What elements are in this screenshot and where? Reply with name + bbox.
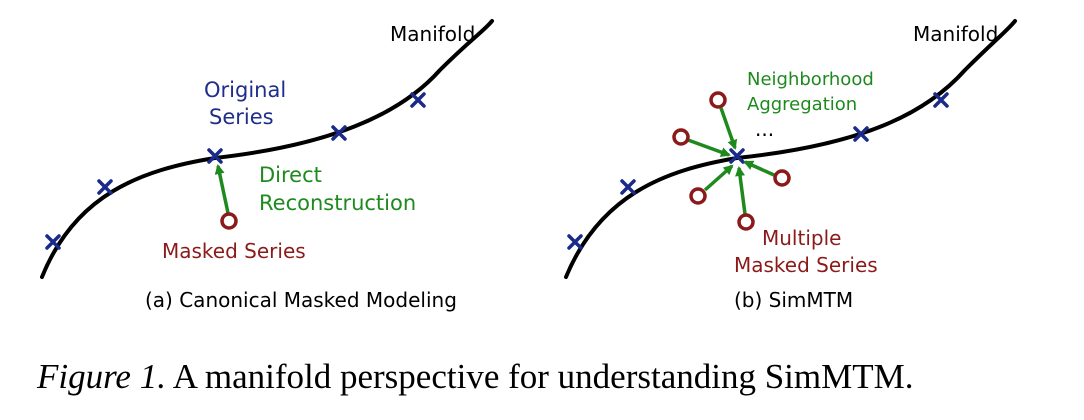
aggregation-arrow — [719, 107, 738, 150]
neighborhood-label-line2: Aggregation — [747, 94, 857, 115]
aggregation-arrow — [703, 164, 734, 192]
masked-series-point — [737, 213, 755, 231]
aggregation-arrow — [735, 166, 747, 215]
multiple-masked-label-line2: Masked Series — [734, 253, 878, 277]
neighborhood-arrows — [687, 107, 775, 215]
neighborhood-label-line1: Neighborhood — [747, 69, 874, 90]
x-marker — [933, 92, 949, 108]
series-x-markers-a — [45, 92, 426, 250]
panel-b: Manifold Neighborhood Aggregation ... Mu… — [564, 19, 1017, 312]
x-marker — [620, 179, 636, 195]
x-marker — [97, 179, 113, 195]
masked-series-label: Masked Series — [162, 239, 306, 263]
series-x-markers-b — [567, 92, 949, 250]
subcaption-a: (a) Canonical Masked Modeling — [145, 288, 457, 312]
x-marker — [853, 126, 869, 142]
x-marker — [729, 148, 745, 164]
masked-series-point-a — [220, 212, 238, 230]
direct-reconstruction-label-line2: Reconstruction — [259, 191, 416, 215]
x-marker — [45, 234, 61, 250]
caption-text: A manifold perspective for understanding… — [166, 357, 914, 396]
ellipsis-label: ... — [755, 117, 774, 141]
direct-reconstruction-label-line1: Direct — [259, 163, 322, 187]
panel-a: Manifold Original Series Direct Reconstr… — [40, 19, 494, 312]
subcaption-b: (b) SimMTM — [734, 288, 853, 312]
masked-series-point — [689, 187, 707, 205]
figure-caption: Figure 1. A manifold perspective for und… — [36, 357, 914, 396]
caption-label: Figure 1. — [36, 357, 166, 396]
aggregation-arrow — [743, 160, 775, 177]
original-series-label-line2: Series — [209, 105, 274, 129]
masked-series-point — [773, 169, 791, 187]
masked-series-points-b — [672, 91, 791, 231]
manifold-label-b: Manifold — [913, 22, 998, 46]
x-marker — [567, 234, 583, 250]
manifold-label-a: Manifold — [390, 22, 475, 46]
manifold-curve-a — [40, 19, 494, 279]
direct-reconstruction-arrow — [214, 164, 230, 214]
masked-series-point — [672, 128, 690, 146]
x-marker — [331, 125, 347, 141]
original-series-label-line1: Original — [204, 78, 286, 102]
multiple-masked-label-line1: Multiple — [762, 226, 841, 250]
masked-series-point — [709, 91, 727, 109]
aggregation-arrow — [687, 138, 731, 157]
x-marker — [207, 148, 223, 164]
x-marker — [410, 92, 426, 108]
manifold-curve-b — [564, 19, 1017, 279]
